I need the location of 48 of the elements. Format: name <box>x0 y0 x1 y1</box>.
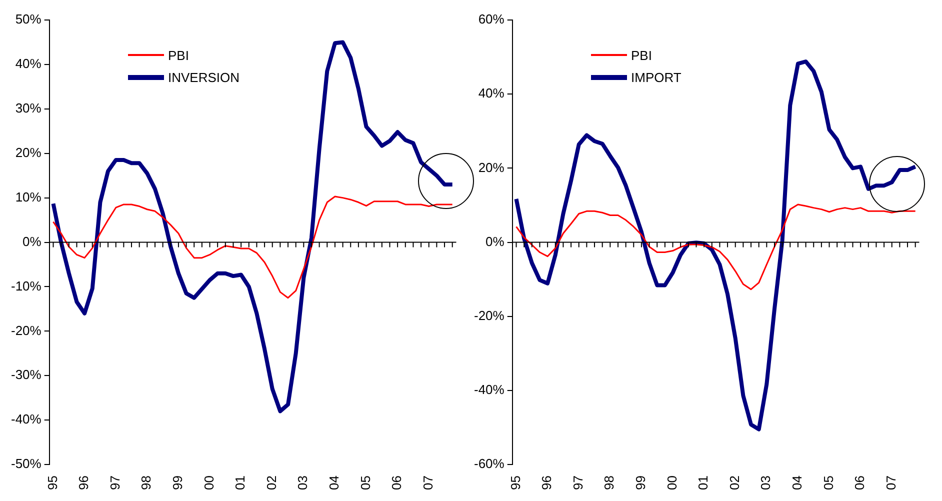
x-tick-label: 97 <box>107 476 122 490</box>
x-tick-label: 98 <box>602 476 617 490</box>
x-tick-label: 99 <box>633 476 648 490</box>
x-tick-label: 95 <box>44 476 60 490</box>
y-tick-label: -20% <box>10 322 42 338</box>
y-tick-label: 40% <box>478 86 505 101</box>
x-tick-label: 99 <box>170 476 186 490</box>
x-tick-label: 97 <box>570 476 586 490</box>
legend-label: PBI <box>631 48 652 62</box>
x-tick-label: 00 <box>664 476 680 490</box>
x-tick-label: 01 <box>232 476 248 490</box>
y-tick-label: -30% <box>10 367 42 382</box>
x-tick-label: 02 <box>264 476 279 490</box>
y-tick-label: 20% <box>15 144 42 160</box>
x-tick-label: 04 <box>326 476 342 490</box>
x-tick-label: 07 <box>420 476 436 490</box>
legend-label: PBI <box>168 48 189 62</box>
x-tick-label: 96 <box>76 476 92 490</box>
y-tick-label: 40% <box>15 56 42 72</box>
x-tick-label: 95 <box>508 476 523 490</box>
x-tick-label: 98 <box>138 476 154 490</box>
y-tick-label: -40% <box>10 412 42 427</box>
y-tick-label: 0% <box>22 234 42 249</box>
y-tick-label: 50% <box>15 12 42 27</box>
x-tick-label: 03 <box>758 476 774 490</box>
x-tick-label: 96 <box>539 476 554 490</box>
x-tick-label: 06 <box>389 476 404 490</box>
x-tick-label: 05 <box>820 476 836 490</box>
y-tick-label: 0% <box>486 234 505 249</box>
x-tick-label: 03 <box>295 476 310 490</box>
x-tick-label: 04 <box>790 476 805 490</box>
x-tick-label: 02 <box>726 476 742 490</box>
y-tick-label: 10% <box>15 189 42 204</box>
y-tick-label: 60% <box>478 12 505 27</box>
legend-label: INVERSION <box>168 70 240 84</box>
y-tick-label: 20% <box>478 160 505 175</box>
legend-label: IMPORT <box>631 70 682 84</box>
x-tick-label: 06 <box>852 476 868 490</box>
y-tick-label: 30% <box>15 100 42 116</box>
y-tick-label: -20% <box>474 308 505 323</box>
x-tick-label: 00 <box>201 476 216 490</box>
x-tick-label: 07 <box>883 476 898 490</box>
y-tick-label: -40% <box>474 382 505 398</box>
x-tick-label: 01 <box>696 476 711 490</box>
y-tick-label: -60% <box>474 456 505 472</box>
y-tick-label: -50% <box>10 456 42 472</box>
y-tick-label: -10% <box>10 278 42 294</box>
x-tick-label: 05 <box>358 476 373 490</box>
